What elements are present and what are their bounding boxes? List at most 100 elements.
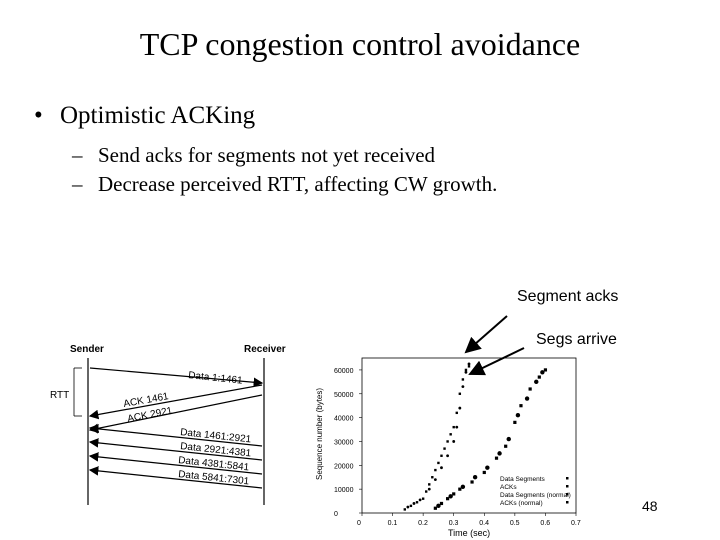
data-point (433, 506, 437, 510)
data-point (446, 454, 449, 458)
data-point (464, 368, 468, 372)
data-point (427, 487, 431, 491)
x-tick-label: 0.3 (449, 520, 459, 527)
data-point (534, 379, 539, 385)
y-tick-label: 30000 (334, 439, 354, 446)
data-point (437, 461, 440, 465)
data-point (458, 392, 462, 395)
callout-arrow-acks (464, 315, 508, 354)
data-point (436, 503, 441, 509)
arrow-label-data-1: Data 1:1461 (188, 370, 244, 387)
data-point (506, 436, 511, 442)
y-tick-label: 40000 (334, 416, 354, 423)
data-point (519, 404, 523, 408)
legend-marker (566, 501, 569, 504)
data-point (467, 365, 471, 368)
y-tick-label: 60000 (334, 368, 354, 375)
data-point (464, 370, 468, 374)
arrow-ack-1461 (88, 384, 263, 420)
legend-entry: ACKs (normal) (500, 500, 543, 507)
data-point (528, 387, 532, 391)
callout-arrow-segs (468, 347, 525, 376)
x-axis-label: Time (sec) (448, 528, 490, 538)
rtt-label: RTT (50, 390, 69, 401)
data-point (467, 362, 471, 366)
legend-entry: Data Segments (500, 476, 546, 483)
x-tick-label: 0.7 (571, 520, 581, 527)
data-point (472, 475, 478, 480)
data-point (452, 425, 455, 429)
data-point (434, 468, 437, 472)
bullet-text: Optimistic ACKing (60, 102, 256, 129)
arrow-data-5841 (88, 466, 263, 489)
x-tick-label: 0.4 (479, 520, 489, 527)
x-tick-label: 0 (357, 520, 361, 527)
legend-marker (566, 485, 569, 488)
data-point (428, 483, 431, 486)
data-point (458, 406, 462, 410)
data-point (440, 466, 443, 470)
sequence-diagram: Sender Receiver RTT Data 1:1461 ACK 1461… (50, 344, 286, 505)
data-point (485, 465, 490, 470)
data-point (448, 494, 453, 499)
sequence-chart: 0 0.1 0.2 0.3 0.4 0.5 0.6 0.7 0 10000 20000 30000 4… (315, 357, 581, 538)
data-point (458, 487, 462, 491)
y-axis-label: Sequence number (bytes) (315, 388, 324, 480)
subbullet-1: – Send acks for segments not yet received (72, 143, 435, 168)
y-tick-label: 50000 (334, 392, 354, 399)
x-tick-label: 0.1 (388, 520, 398, 527)
dash-icon: – (72, 143, 83, 167)
subbullet-2: – Decrease perceived RTT, affecting CW gr… (72, 172, 497, 197)
data-point (439, 501, 444, 506)
data-point (449, 433, 452, 436)
data-point (460, 484, 466, 489)
data-point (446, 440, 449, 443)
y-tick-label: 10000 (334, 487, 354, 494)
bullet-dot-icon: • (34, 102, 43, 129)
slide-title: TCP congestion control avoidance (139, 26, 581, 62)
data-point (415, 501, 419, 504)
data-point (513, 420, 517, 424)
data-point (409, 504, 413, 508)
dash-icon: – (72, 172, 83, 196)
data-point (455, 411, 458, 415)
y-tick-label: 20000 (334, 463, 354, 470)
data-point (524, 396, 530, 401)
data-point (543, 368, 548, 372)
data-point (470, 480, 474, 484)
x-tick-label: 0.6 (540, 520, 550, 527)
data-point (431, 476, 434, 479)
data-point (452, 440, 456, 443)
x-axis: 0 0.1 0.2 0.3 0.4 0.5 0.6 0.7 (357, 513, 581, 527)
data-point (494, 456, 499, 460)
receiver-label: Receiver (244, 344, 286, 355)
legend-entry: Data Segments (normal) (500, 492, 571, 499)
data-points (403, 362, 548, 511)
data-point (425, 490, 428, 493)
plot-frame (361, 357, 577, 514)
sender-label: Sender (70, 344, 104, 355)
data-point (482, 470, 486, 475)
bullet-item: • Optimistic ACKing (34, 102, 255, 130)
legend-entry: ACKs (500, 484, 517, 491)
arrow-data-2921 (88, 438, 263, 461)
data-point (497, 451, 502, 456)
data-point (412, 502, 416, 505)
arrow-data-1461 (88, 424, 263, 447)
data-point (433, 478, 437, 482)
data-point (504, 444, 508, 448)
data-point (403, 508, 406, 511)
data-point (421, 497, 425, 500)
data-point (461, 385, 465, 389)
y-tick-label: 0 (334, 511, 338, 518)
callout-segment-acks: Segment acks (517, 288, 619, 305)
data-point (461, 378, 465, 381)
x-tick-label: 0.5 (510, 520, 520, 527)
callout-segs-arrive: Segs arrive (536, 331, 617, 348)
data-point (455, 425, 459, 429)
data-point (515, 413, 521, 418)
subbullet-text: Decrease perceived RTT, affecting CW gro… (98, 172, 498, 196)
data-point (537, 375, 541, 379)
legend-marker (566, 477, 569, 480)
